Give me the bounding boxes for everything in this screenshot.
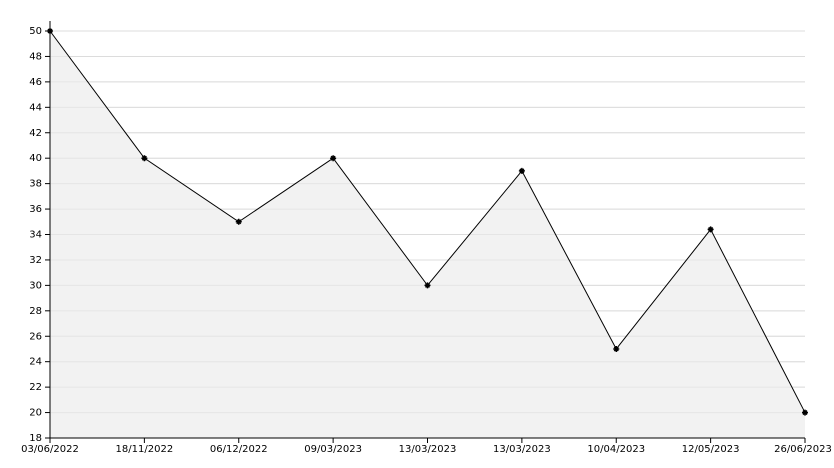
y-tick-label: 44 [29, 102, 42, 113]
point [141, 155, 148, 162]
x-tick-label: 18/11/2022 [116, 444, 174, 455]
y-tick-label: 34 [29, 230, 42, 241]
y-tick-label: 26 [29, 331, 42, 342]
point [802, 409, 808, 416]
y-tick-label: 20 [29, 408, 42, 419]
x-tick-label: 03/06/2022 [21, 444, 79, 455]
y-tick-label: 30 [29, 280, 42, 291]
y-tick-label: 32 [29, 255, 42, 266]
y-tick-label: 28 [29, 306, 42, 317]
point [613, 345, 620, 352]
y-tick-label: 24 [29, 357, 42, 368]
y-tick-label: 40 [29, 153, 42, 164]
y-tick-label: 48 [29, 51, 42, 62]
point [330, 155, 337, 162]
point [518, 167, 525, 174]
y-tick-label: 22 [29, 382, 42, 393]
y-tick-label: 38 [29, 179, 42, 190]
y-tick-label: 36 [29, 204, 42, 215]
x-tick-label: 13/03/2023 [493, 444, 551, 455]
y-tick-label: 42 [29, 128, 42, 139]
x-tick-label: 12/05/2023 [682, 444, 740, 455]
point [707, 226, 714, 233]
point [235, 218, 242, 225]
x-tick-label: 10/04/2023 [587, 444, 645, 455]
x-tick-label: 13/03/2023 [399, 444, 457, 455]
x-tick-label: 09/03/2023 [304, 444, 362, 455]
point [424, 282, 431, 289]
y-tick-label: 50 [29, 26, 42, 37]
y-tick-label: 46 [29, 77, 42, 88]
y-tick-label: 18 [29, 433, 42, 444]
x-tick-label: 06/12/2022 [210, 444, 268, 455]
x-tick-label: 26/06/2023 [774, 444, 832, 455]
